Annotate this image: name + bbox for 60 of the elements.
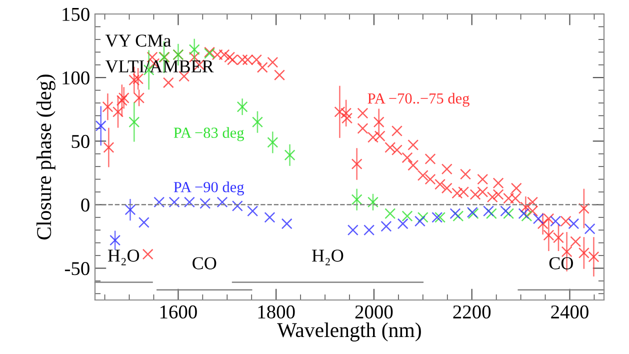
point [434, 212, 446, 223]
annotation: VY CMa [105, 34, 171, 47]
x-tick-label: 2400 [551, 305, 588, 319]
point [95, 120, 106, 132]
series-label: H₂O [312, 250, 344, 266]
point [124, 204, 136, 216]
point [368, 196, 378, 208]
point [397, 218, 408, 230]
point [200, 198, 211, 209]
point [236, 101, 248, 112]
x-tick-label: 2200 [453, 305, 491, 319]
point [252, 116, 263, 128]
point [550, 216, 562, 227]
point [483, 206, 494, 217]
y-axis-title: Closure phase (deg) [36, 74, 56, 240]
x-axis-title: Wavelength (nm) [277, 322, 421, 342]
point [267, 136, 278, 148]
point [432, 212, 443, 223]
y-tick-label: -50 [64, 262, 90, 276]
point [128, 116, 140, 128]
point [110, 234, 121, 246]
series-label: H₂O [108, 250, 140, 266]
point [184, 196, 195, 208]
point [284, 150, 296, 161]
y-tick-label: 0 [81, 198, 90, 212]
point [500, 206, 512, 217]
point [364, 224, 375, 236]
point [380, 220, 392, 232]
point [486, 208, 497, 220]
point [247, 206, 258, 217]
series-label: PA −90 deg [174, 182, 244, 196]
y-tick-label: 150 [62, 8, 90, 21]
point [532, 213, 544, 224]
point [417, 212, 428, 223]
point [168, 196, 180, 208]
point [402, 210, 413, 222]
point [232, 200, 243, 212]
point [154, 196, 165, 208]
point [351, 194, 362, 206]
series-label: CO [192, 257, 216, 270]
point [518, 208, 530, 220]
point [138, 216, 150, 228]
point [450, 208, 461, 220]
point [568, 218, 580, 230]
x-tick-label: 1800 [258, 305, 295, 319]
point [216, 196, 228, 208]
point [347, 224, 358, 236]
series-label: PA −83 deg [174, 127, 244, 142]
point [281, 218, 292, 230]
point [584, 223, 596, 234]
x-tick-label: 2000 [355, 305, 393, 319]
point [188, 44, 200, 56]
point [384, 208, 396, 220]
point [264, 212, 276, 223]
point [503, 208, 514, 220]
x-tick-label: 1600 [160, 305, 197, 319]
y-tick-label: 50 [72, 134, 90, 148]
point [414, 216, 426, 227]
y-tick-label: 100 [62, 71, 90, 84]
series-label: PA −70..−75 deg [368, 92, 470, 107]
